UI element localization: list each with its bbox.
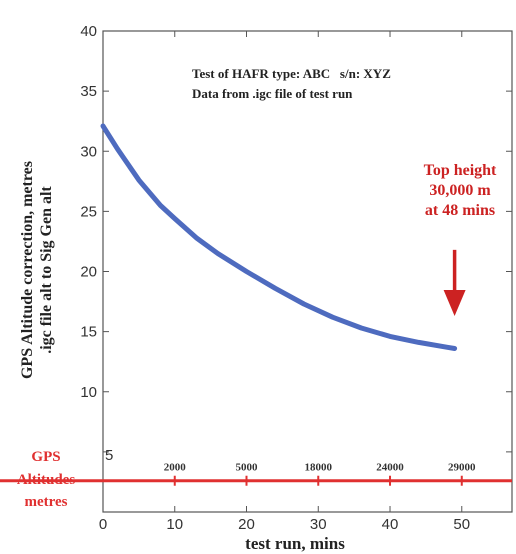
y-tick-label: 25 bbox=[80, 203, 97, 220]
y-tick-label: 35 bbox=[80, 83, 97, 100]
x-tick-label: 40 bbox=[382, 516, 399, 533]
y-tick-label: 10 bbox=[80, 384, 97, 401]
gps-altitude-marks: 2000 5000 18000 24000 29000 bbox=[164, 462, 476, 486]
gps-mark-label: 24000 bbox=[376, 462, 404, 474]
y-tick-label: 5 bbox=[105, 447, 113, 464]
x-tick-label: 20 bbox=[238, 516, 255, 533]
x-tick-label: 10 bbox=[166, 516, 183, 533]
y-tick-label: 30 bbox=[80, 143, 97, 160]
gps-mark-label: 2000 bbox=[164, 462, 187, 474]
plot-frame bbox=[102, 30, 513, 513]
y-axis-label: GPS Altitude correction, metres .igc fil… bbox=[19, 161, 55, 379]
gps-label-line3: metres bbox=[24, 494, 67, 510]
x-tick-label: 30 bbox=[310, 516, 327, 533]
annotation-arrow-head bbox=[443, 289, 466, 316]
x-axis-label: test run, mins bbox=[245, 534, 345, 553]
y-tick-label: 40 bbox=[80, 23, 97, 40]
annotation: Top height 30,000 m at 48 mins bbox=[424, 162, 497, 316]
annotation-line3: at 48 mins bbox=[425, 202, 495, 219]
y-tick-label: 20 bbox=[80, 264, 97, 281]
gps-altitudes: GPS Altitudes metres 2000500018000240002… bbox=[0, 449, 512, 510]
series-line bbox=[100, 123, 458, 351]
y-tick-labels: 5 10 15 20 25 30 35 40 bbox=[80, 23, 113, 464]
y-tick-label: 15 bbox=[80, 324, 97, 341]
gps-mark-label: 18000 bbox=[305, 462, 333, 474]
y-axis-label-line1: GPS Altitude correction, metres bbox=[19, 161, 36, 379]
info-box-line2: Data from .igc file of test run bbox=[192, 86, 353, 101]
x-tick-label: 0 bbox=[99, 516, 107, 533]
axis-ticks bbox=[102, 30, 512, 512]
info-box-line1: Test of HAFR type: ABC s/n: XYZ bbox=[192, 66, 391, 81]
x-tick-label: 50 bbox=[453, 516, 470, 533]
annotation-line1: Top height bbox=[424, 162, 497, 179]
annotation-line2: 30,000 m bbox=[429, 182, 491, 199]
x-tick-labels: 0 10 20 30 40 50 bbox=[99, 516, 470, 533]
gps-mark-label: 29000 bbox=[448, 462, 476, 474]
gps-label-line1: GPS bbox=[31, 449, 60, 465]
y-axis-label-line2: .igc file alt to Sig Gen alt bbox=[38, 186, 55, 354]
gps-mark-label: 5000 bbox=[236, 462, 259, 474]
